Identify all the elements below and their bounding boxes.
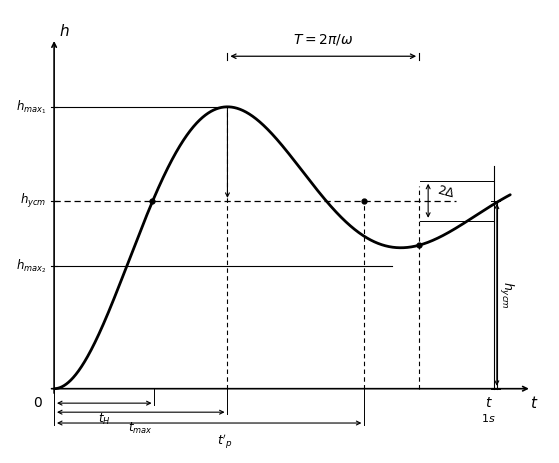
Text: $t$: $t$ bbox=[530, 395, 539, 411]
Text: $h_{ycm}$: $h_{ycm}$ bbox=[498, 281, 515, 309]
Text: $2\Delta$: $2\Delta$ bbox=[436, 183, 457, 200]
Text: $t_H$: $t_H$ bbox=[98, 412, 111, 427]
Text: $0$: $0$ bbox=[33, 396, 43, 410]
Text: $h_{ycm}$: $h_{ycm}$ bbox=[20, 192, 46, 210]
Text: $t$: $t$ bbox=[485, 396, 492, 410]
Text: $h$: $h$ bbox=[59, 23, 70, 39]
Text: $T=2\pi/\omega$: $T=2\pi/\omega$ bbox=[293, 32, 353, 47]
Text: $t_{max}$: $t_{max}$ bbox=[129, 421, 153, 436]
Text: $h_{max_1}$: $h_{max_1}$ bbox=[16, 98, 46, 116]
Text: $h_{max_2}$: $h_{max_2}$ bbox=[16, 257, 46, 275]
Text: $t'_p$: $t'_p$ bbox=[217, 432, 233, 450]
Text: $1s$: $1s$ bbox=[481, 412, 496, 424]
